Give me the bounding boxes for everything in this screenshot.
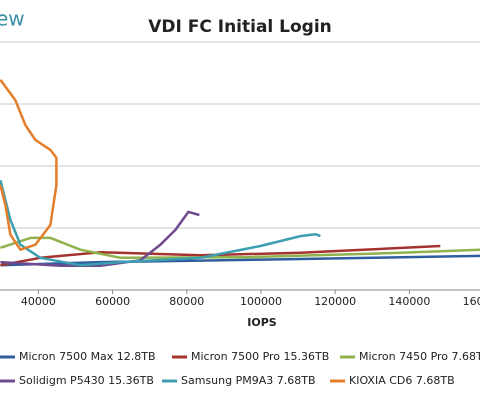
x-tick-label: 60000	[95, 295, 130, 308]
legend-label: Micron 7500 Max 12.8TB	[19, 350, 156, 363]
legend-label: Samsung PM9A3 7.68TB	[181, 374, 316, 387]
legend-label: Solidigm P5430 15.36TB	[19, 374, 154, 387]
series-line	[0, 236, 480, 260]
chart-title: VDI FC Initial Login	[148, 17, 332, 37]
x-tick-label: 40000	[21, 295, 56, 308]
legend-label: Micron 7500 Pro 15.36TB	[191, 350, 329, 363]
logo: ew	[0, 7, 25, 31]
x-axis-label: IOPS	[247, 316, 277, 329]
x-tick-label: 160000	[463, 295, 480, 308]
legend-label: Micron 7450 Pro 7.68TB	[359, 350, 480, 363]
x-tick-label: 140000	[388, 295, 430, 308]
x-tick-label: 120000	[314, 295, 356, 308]
series-line	[0, 179, 321, 267]
series-line	[0, 210, 200, 268]
legend-label: KIOXIA CD6 7.68TB	[349, 374, 455, 387]
series-line	[0, 79, 58, 251]
x-tick-label: 100000	[240, 295, 282, 308]
x-tick-label: 80000	[169, 295, 204, 308]
